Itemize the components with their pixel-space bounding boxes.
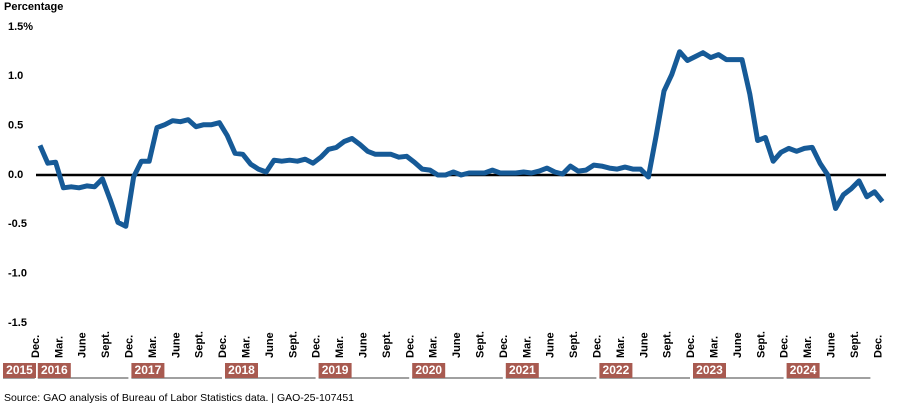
x-tick-label: June: [451, 332, 463, 358]
x-tick-label: June: [77, 332, 89, 358]
x-tick-label: Sept.: [849, 331, 861, 358]
y-tick-label: -0.5: [8, 218, 27, 230]
year-box: [225, 363, 258, 378]
x-tick-label: June: [264, 332, 276, 358]
year-label: 2021: [509, 363, 536, 377]
year-box: [599, 363, 633, 378]
year-label: 2020: [415, 363, 442, 377]
x-tick-label: June: [732, 332, 744, 358]
x-tick-label: Mar.: [241, 336, 253, 358]
y-tick-label: 1.0: [8, 70, 23, 82]
x-tick-label: Mar.: [334, 336, 346, 358]
x-tick-label: Mar.: [53, 336, 65, 358]
y-tick-label: 1.5%: [8, 21, 33, 33]
x-tick-label: Mar.: [709, 336, 721, 358]
year-label: 2016: [41, 363, 68, 377]
year-box: [3, 363, 36, 378]
x-tick-label: Dec.: [217, 335, 229, 358]
x-tick-label: Dec.: [592, 335, 604, 358]
y-tick-label: 0.0: [8, 169, 23, 181]
year-box: [412, 363, 446, 378]
year-label: 2023: [696, 363, 723, 377]
x-tick-label: Dec.: [685, 335, 697, 358]
x-tick-label: June: [170, 332, 182, 358]
x-tick-label: June: [638, 332, 650, 358]
x-tick-label: Mar.: [147, 336, 159, 358]
y-tick-label: 0.5: [8, 120, 23, 132]
x-tick-label: Sept.: [381, 331, 393, 358]
year-label: 2022: [603, 363, 630, 377]
year-box: [318, 363, 352, 378]
year-label: 2017: [135, 363, 162, 377]
year-label: 2024: [790, 363, 817, 377]
x-tick-label: Dec.: [124, 335, 136, 358]
x-tick-label: Dec.: [311, 335, 323, 358]
source-note: Source: GAO analysis of Bureau of Labor …: [4, 392, 354, 404]
x-tick-label: Dec.: [30, 335, 42, 358]
x-tick-label: Mar.: [615, 336, 627, 358]
x-tick-label: Dec.: [872, 335, 884, 358]
y-tick-label: -1.0: [8, 268, 27, 280]
x-tick-label: Mar.: [521, 336, 533, 358]
x-tick-label: June: [358, 332, 370, 358]
x-tick-label: Sept.: [100, 331, 112, 358]
x-tick-label: Dec.: [779, 335, 791, 358]
year-box: [786, 363, 820, 378]
year-box: [505, 363, 539, 378]
x-tick-label: Sept.: [475, 331, 487, 358]
year-box: [37, 363, 71, 378]
x-tick-label: June: [545, 332, 557, 358]
x-tick-label: Sept.: [662, 331, 674, 358]
x-tick-label: Dec.: [404, 335, 416, 358]
x-tick-label: Dec.: [498, 335, 510, 358]
year-label: 2018: [228, 363, 255, 377]
data-line: [37, 49, 885, 229]
year-label: 2015: [6, 363, 33, 377]
y-tick-label: -1.5: [8, 317, 27, 329]
x-tick-label: Sept.: [194, 331, 206, 358]
year-box: [693, 363, 726, 378]
x-tick-label: Sept.: [287, 331, 299, 358]
x-tick-label: June: [826, 332, 838, 358]
x-tick-label: Sept.: [568, 331, 580, 358]
x-tick-label: Mar.: [802, 336, 814, 358]
x-tick-label: Sept.: [755, 331, 767, 358]
year-label: 2019: [322, 363, 349, 377]
x-tick-label: Mar.: [428, 336, 440, 358]
year-box: [131, 363, 165, 378]
axis-title: Percentage: [4, 1, 63, 13]
